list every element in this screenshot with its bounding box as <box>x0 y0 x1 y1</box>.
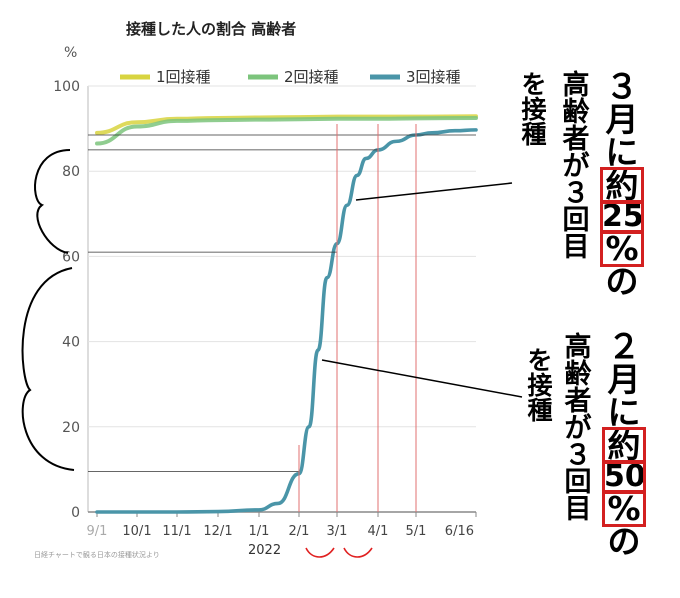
chart-title: 接種した人の割合 高齢者 <box>126 20 297 38</box>
feb-char-2: ２ <box>607 327 641 366</box>
annotation-marks <box>21 124 523 558</box>
x-tick-label-6/16: 6/16 <box>445 524 474 539</box>
feb-mid-1: 高 <box>564 332 592 363</box>
march-char-ni: に <box>605 133 639 172</box>
feb-mid-6: 回 <box>564 467 592 498</box>
feb-mid-2: 齢 <box>564 359 592 390</box>
feb-mid-7: 目 <box>564 494 592 525</box>
x-tick-label-11/1: 11/1 <box>162 524 191 539</box>
series-line-2 <box>95 115 478 146</box>
feb-char-month: 月 <box>607 360 641 399</box>
red-mark-feb <box>305 547 335 558</box>
leader-line-march <box>355 182 513 201</box>
feb-left-1: を <box>527 346 553 375</box>
leader-line-feb <box>321 359 523 398</box>
march-mid-6: 回 <box>562 205 590 236</box>
y-tick-label-100: 100 <box>53 79 80 95</box>
y-tick-label-20: 20 <box>62 420 80 436</box>
source-note: 日経チャートで観る日本の接種状況より <box>34 551 160 559</box>
march-annotation-mid: 高 齢 者 が ３ 回 目 <box>560 72 592 261</box>
march-char-month: 月 <box>605 100 639 139</box>
x-tick-label-3/1: 3/1 <box>327 524 348 539</box>
series-lines <box>95 114 478 514</box>
feb-number: 50 <box>602 459 646 494</box>
y-tick-label-40: 40 <box>62 335 80 351</box>
legend: 1回接種 2回接種 3回接種 <box>120 68 461 86</box>
feb-mid-4: が <box>564 413 592 444</box>
march-annotation-right: ３ 月 に 約 25 % の <box>600 67 644 301</box>
march-left-2: 接 <box>521 95 547 124</box>
legend-label-3: 3回接種 <box>406 68 461 86</box>
feb-char-no: の <box>607 522 641 561</box>
feb-char-ni: に <box>607 393 641 432</box>
series-line-3 <box>95 128 478 514</box>
brace-lower <box>21 267 75 471</box>
x-axis-labels: 9/1 10/1 11/1 12/1 1/1 2/1 3/1 4/1 5/1 6/16 <box>87 512 477 539</box>
march-mid-3: 者 <box>562 124 590 155</box>
feb-percent: % <box>602 490 646 527</box>
feb-char-yaku: 約 <box>602 427 646 464</box>
brace-upper <box>34 149 71 254</box>
x-tick-label-10/1: 10/1 <box>122 524 151 539</box>
y-unit-label: % <box>64 45 78 61</box>
march-percent: % <box>600 230 644 267</box>
x-tick-label-1/1: 1/1 <box>249 524 270 539</box>
march-number: 25 <box>600 199 644 234</box>
march-mid-2: 齢 <box>562 97 590 128</box>
y-tick-label-0: 0 <box>71 505 80 521</box>
march-left-3: 種 <box>521 120 547 149</box>
feb-annotation-right: ２ 月 に 約 50 % の <box>602 327 646 561</box>
feb-mid-3: 者 <box>564 386 592 417</box>
feb-mid-5: ３ <box>564 440 592 471</box>
red-mark-mar <box>343 547 373 558</box>
legend-label-1: 1回接種 <box>156 68 211 86</box>
x-tick-label-9/1: 9/1 <box>87 524 108 539</box>
march-mid-5: ３ <box>562 178 590 209</box>
x-tick-label-12/1: 12/1 <box>203 524 232 539</box>
march-char-yaku: 約 <box>600 167 644 204</box>
x-tick-label-5/1: 5/1 <box>406 524 427 539</box>
x-tick-label-2/1: 2/1 <box>289 524 310 539</box>
march-annotation-left: を 接 種 <box>519 72 549 147</box>
feb-left-2: 接 <box>527 371 553 400</box>
march-char-3: ３ <box>605 67 639 106</box>
x-tick-label-4/1: 4/1 <box>368 524 389 539</box>
march-mid-7: 目 <box>562 232 590 263</box>
legend-label-2: 2回接種 <box>284 68 339 86</box>
feb-left-3: 種 <box>527 396 553 425</box>
march-left-1: を <box>521 70 547 99</box>
year-label: 2022 <box>248 543 282 558</box>
y-tick-label-80: 80 <box>62 164 80 180</box>
march-mid-4: が <box>562 151 590 182</box>
feb-annotation-mid: 高 齢 者 が ３ 回 目 <box>562 334 594 523</box>
feb-annotation-left: を 接 種 <box>525 348 555 423</box>
march-mid-1: 高 <box>562 70 590 101</box>
march-char-no: の <box>605 262 639 301</box>
